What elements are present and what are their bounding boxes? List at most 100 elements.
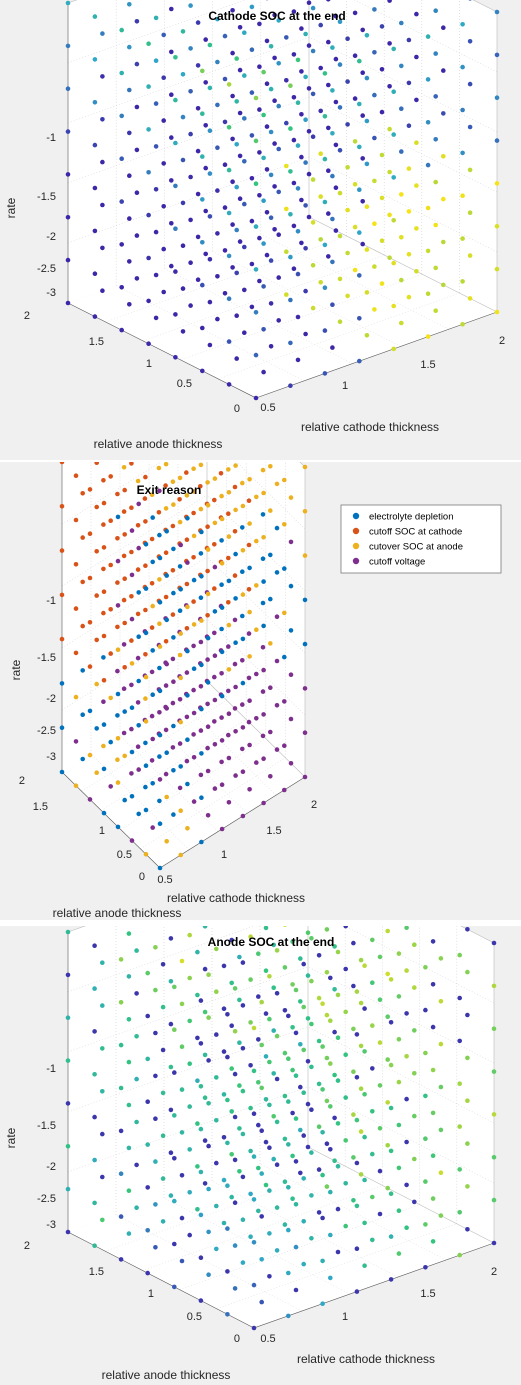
scatter-point <box>425 334 431 339</box>
scatter-point <box>399 192 404 197</box>
scatter-point <box>335 1035 341 1040</box>
scatter-point <box>206 1015 211 1020</box>
scatter-point <box>301 961 307 967</box>
x-tick: 1.5 <box>266 825 281 837</box>
scatter-point <box>153 101 159 106</box>
scatter-point <box>157 600 163 605</box>
scatter-point <box>232 1071 238 1077</box>
scatter-point <box>291 180 297 186</box>
scatter-point <box>305 930 311 935</box>
scatter-point <box>240 480 245 486</box>
scatter-point <box>274 1076 280 1082</box>
scatter-point <box>309 936 314 941</box>
scatter-point <box>291 9 297 14</box>
scatter-point <box>225 1183 230 1188</box>
scatter-point <box>200 325 205 331</box>
scatter-point <box>335 1078 341 1083</box>
scatter-point <box>121 686 127 691</box>
scatter-point <box>161 246 166 252</box>
scatter-point <box>219 759 224 765</box>
scatter-point <box>115 757 120 762</box>
scatter-point <box>267 1188 272 1193</box>
scatter-point <box>198 595 204 600</box>
scatter-point <box>127 87 132 93</box>
scatter-point <box>177 475 183 481</box>
scatter-point <box>491 1155 497 1160</box>
scatter-point <box>129 682 134 688</box>
scatter-point <box>457 1038 463 1044</box>
scatter-point <box>157 710 162 715</box>
scatter-point <box>301 1090 307 1095</box>
scatter-point <box>92 228 98 234</box>
scatter-point <box>240 525 245 530</box>
scatter-point <box>195 949 200 955</box>
scatter-point <box>126 974 132 979</box>
scatter-point <box>215 59 220 65</box>
scatter-point <box>153 1030 158 1036</box>
scatter-point <box>191 555 196 560</box>
scatter-point <box>299 197 304 203</box>
scatter-point <box>388 977 394 982</box>
scatter-point <box>100 288 105 294</box>
scatter-point <box>212 564 218 570</box>
scatter-point <box>460 107 465 113</box>
scatter-point <box>335 1164 341 1169</box>
scatter-point <box>225 1012 230 1017</box>
scatter-point <box>257 193 262 198</box>
scatter-point <box>391 218 397 223</box>
scatter-point <box>143 763 149 768</box>
scatter-point <box>257 278 262 284</box>
scatter-point <box>237 1169 242 1174</box>
scatter-point <box>135 700 141 705</box>
scatter-point <box>370 1194 375 1200</box>
scatter-point <box>282 1093 288 1099</box>
z-ticks: -1 -1.5 -2 -2.5 -3 <box>37 1063 56 1231</box>
scatter-point <box>171 635 176 640</box>
scatter-point <box>135 478 141 484</box>
scatter-point <box>170 745 176 750</box>
scatter-point <box>212 520 218 526</box>
scatter-point <box>150 648 155 653</box>
scatter-point <box>195 1035 200 1041</box>
scatter-point <box>206 1058 211 1063</box>
scatter-point <box>207 128 213 133</box>
scatter-point <box>268 464 273 469</box>
scatter-point <box>156 465 162 471</box>
scatter-point <box>92 1072 97 1077</box>
scatter-point <box>191 599 196 604</box>
scatter-point <box>494 9 500 15</box>
scatter-point <box>261 667 266 673</box>
scatter-point <box>255 1037 261 1042</box>
scatter-point <box>172 1284 177 1290</box>
scatter-point <box>423 1222 428 1227</box>
scatter-point <box>206 1143 211 1149</box>
scatter-point <box>92 1157 97 1163</box>
scatter-point <box>178 587 183 592</box>
scatter-point <box>65 86 71 91</box>
scatter-point <box>237 997 242 1003</box>
scatter-point <box>264 81 270 86</box>
scatter-point <box>286 1099 291 1104</box>
x-tick: 0.5 <box>260 402 275 414</box>
scatter-point <box>298 1127 303 1133</box>
scatter-point <box>249 176 255 181</box>
y-tick: 1.5 <box>33 801 48 813</box>
scatter-point <box>290 1196 295 1201</box>
scatter-point <box>438 1170 444 1175</box>
scatter-point <box>302 686 308 691</box>
scatter-point <box>248 934 253 939</box>
scatter-point <box>232 484 238 490</box>
y-tick: 2 <box>24 310 30 322</box>
scatter-point <box>94 637 99 643</box>
scatter-point <box>240 569 245 574</box>
scatter-point <box>207 257 213 262</box>
scatter-point <box>219 738 225 743</box>
scatter-point <box>225 1054 230 1060</box>
scatter-point <box>202 926 208 929</box>
scatter-point <box>59 504 65 509</box>
scatter-point <box>337 190 343 196</box>
scatter-point <box>335 949 341 955</box>
scatter-point <box>274 1119 280 1125</box>
scatter-point <box>286 1013 291 1019</box>
scatter-point <box>136 678 141 684</box>
